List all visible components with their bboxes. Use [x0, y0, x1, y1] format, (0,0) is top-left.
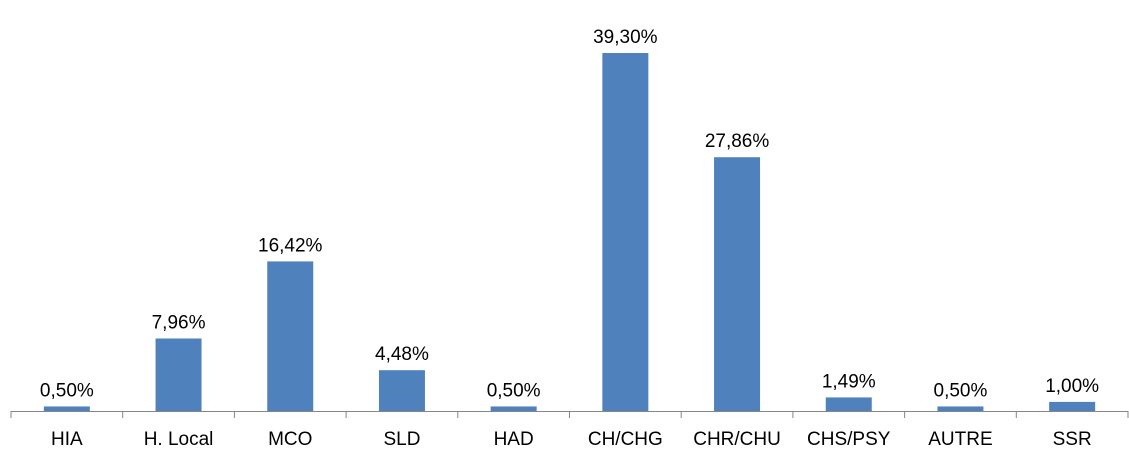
bar-ssr — [1049, 401, 1096, 411]
bar-hia — [43, 406, 90, 411]
bar-sld — [378, 370, 425, 411]
bar-h-local — [155, 338, 202, 411]
data-label-ssr: 1,00% — [1045, 376, 1099, 397]
x-tick-label-chr-chu: CHR/CHU — [693, 429, 781, 450]
x-tick-label-chs-psy: CHS/PSY — [807, 429, 891, 450]
data-label-mco: 16,42% — [258, 235, 323, 256]
data-label-chr-chu: 27,86% — [705, 131, 770, 152]
data-label-autre: 0,50% — [934, 380, 988, 401]
x-tick-label-ch-chg: CH/CHG — [588, 429, 663, 450]
data-label-hia: 0,50% — [40, 380, 94, 401]
data-label-had: 0,50% — [487, 380, 541, 401]
bar-ch-chg — [602, 53, 649, 411]
bar-autre — [937, 406, 984, 411]
data-label-chs-psy: 1,49% — [822, 371, 876, 392]
x-tick-label-had: HAD — [494, 429, 534, 450]
bar-chs-psy — [825, 397, 872, 411]
x-axis — [10, 411, 1129, 418]
x-tick-label-autre: AUTRE — [928, 429, 992, 450]
x-tick-label-ssr: SSR — [1053, 429, 1092, 450]
data-label-sld: 4,48% — [375, 344, 429, 365]
x-tick-label-mco: MCO — [268, 429, 312, 450]
bar-chr-chu — [714, 157, 761, 411]
data-label-h-local: 7,96% — [152, 312, 206, 333]
bars-layer — [43, 53, 1096, 411]
bar-mco — [267, 261, 314, 411]
bar-had — [490, 406, 537, 411]
x-tick-label-sld: SLD — [383, 429, 420, 450]
data-label-ch-chg: 39,30% — [593, 27, 658, 48]
data-labels-layer: 0,50% 7,96% 16,42% 4,48% 0,50% 39,30% 27,86% 1,… — [40, 27, 1099, 401]
x-tick-label-hia: HIA — [51, 429, 83, 450]
x-tick-label-h-local: H. Local — [144, 429, 214, 450]
tick-labels-layer: HIA H. Local MCO SLD HAD CH/CHG CHR/CHU CHS/PSY… — [51, 429, 1092, 450]
